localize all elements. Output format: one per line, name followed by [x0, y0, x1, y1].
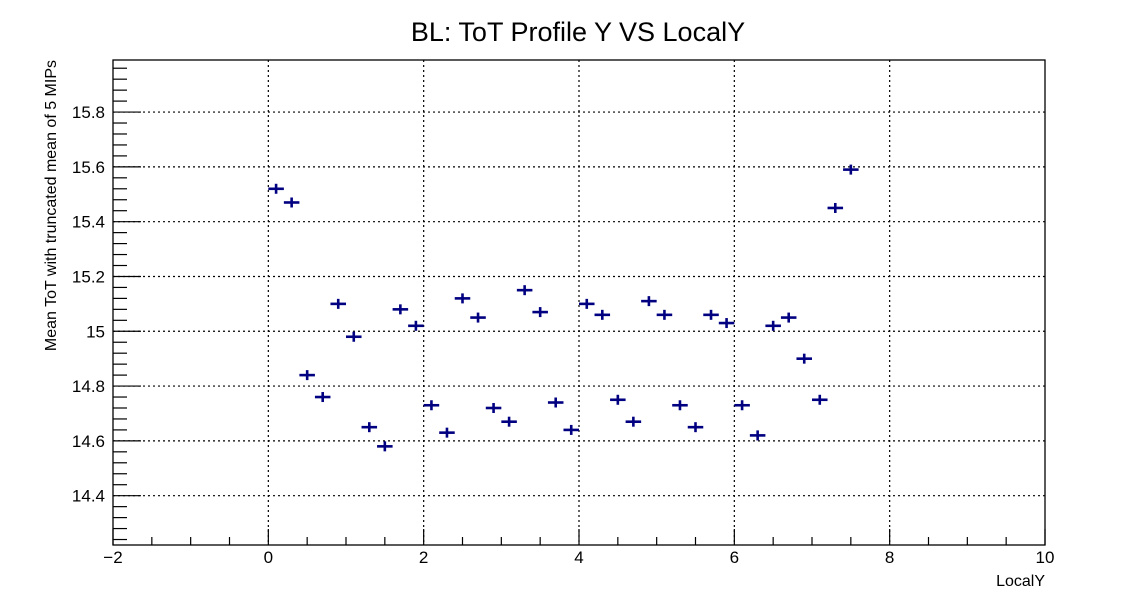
data-point	[547, 397, 564, 408]
data-point	[501, 416, 517, 427]
x-tick-label: −2	[103, 548, 122, 567]
data-point	[610, 394, 626, 405]
grid	[113, 60, 1045, 545]
y-tick-label: 14.6	[72, 432, 105, 451]
data-point	[377, 441, 393, 452]
x-tick-label: 0	[264, 548, 273, 567]
x-tick-labels: −2 0 2 4 6 8 10	[103, 548, 1054, 567]
data-point	[408, 320, 424, 331]
data-point	[439, 427, 455, 438]
data-point	[563, 424, 579, 435]
x-axis-label: LocalY	[996, 573, 1045, 590]
y-tick-label: 15	[86, 322, 105, 341]
data-point	[346, 331, 362, 342]
y-tick-label: 14.4	[72, 487, 105, 506]
data-points	[268, 164, 859, 452]
data-point	[516, 285, 533, 296]
data-point	[780, 312, 797, 323]
data-point	[314, 392, 331, 403]
data-point	[718, 318, 735, 329]
y-tick-labels: 14.4 14.6 14.8 15 15.2 15.4 15.6 15.8	[72, 103, 105, 506]
data-point	[796, 353, 812, 364]
y-tick-label: 15.8	[72, 103, 105, 122]
x-tick-label: 2	[419, 548, 428, 567]
data-point	[641, 296, 657, 307]
data-point	[268, 183, 284, 194]
y-axis-label: Mean ToT with truncated mean of 5 MIPs	[43, 60, 60, 351]
x-tick-label: 8	[885, 548, 894, 567]
data-point	[330, 298, 346, 309]
data-point	[843, 164, 859, 175]
data-point	[485, 402, 502, 413]
y-tick-label: 14.8	[72, 377, 105, 396]
axis-ticks	[112, 67, 1046, 545]
data-point	[579, 298, 595, 309]
data-point	[594, 309, 611, 320]
data-point	[672, 400, 688, 411]
data-point	[827, 202, 844, 213]
data-point	[423, 400, 440, 411]
data-point	[361, 422, 378, 433]
data-point	[749, 430, 766, 441]
data-point	[392, 304, 409, 315]
data-point	[765, 320, 781, 331]
data-point	[283, 197, 300, 208]
data-point	[532, 307, 548, 318]
data-point	[687, 422, 704, 433]
x-tick-label: 4	[574, 548, 583, 567]
data-point	[299, 370, 315, 381]
y-tick-label: 15.6	[72, 158, 105, 177]
data-point	[470, 312, 486, 323]
data-point	[812, 394, 828, 405]
x-tick-label: 6	[730, 548, 739, 567]
data-point	[454, 293, 471, 304]
y-tick-label: 15.4	[72, 213, 105, 232]
x-tick-label: 10	[1036, 548, 1055, 567]
data-point	[656, 309, 673, 320]
data-point	[703, 309, 719, 320]
plot-frame	[112, 59, 1046, 546]
y-tick-label: 15.2	[72, 267, 105, 286]
data-point	[625, 416, 642, 427]
data-point	[734, 400, 750, 411]
chart-title: BL: ToT Profile Y VS LocalY	[411, 17, 745, 47]
